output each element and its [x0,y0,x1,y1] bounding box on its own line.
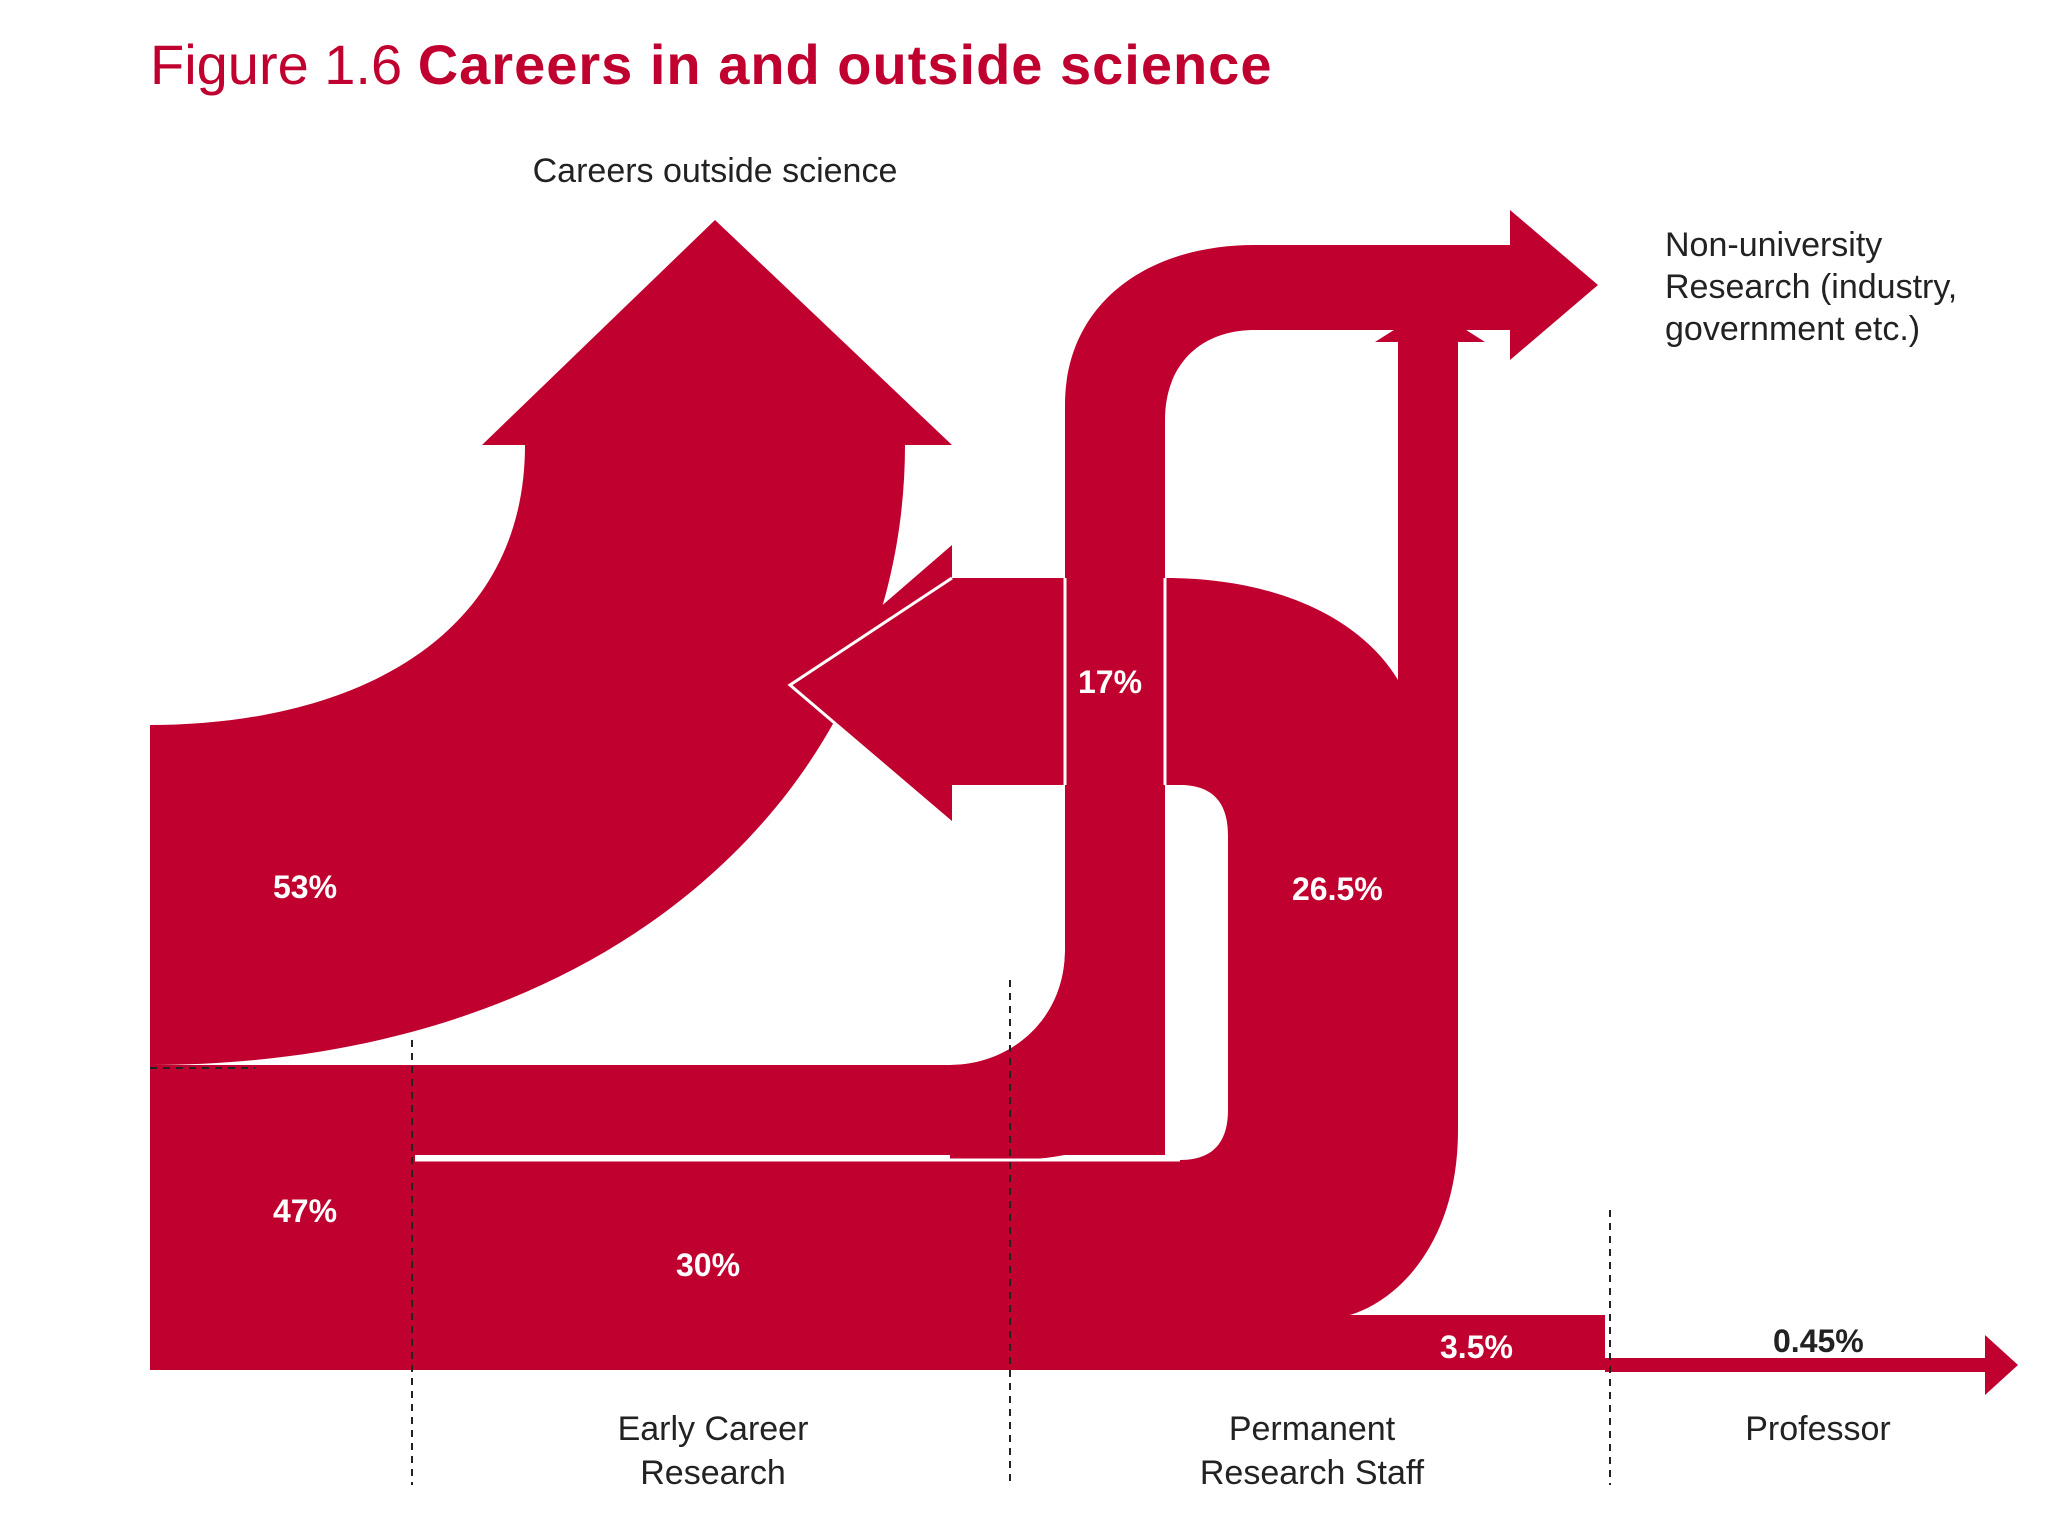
flow-non-university [950,210,1598,1160]
label-non-university-line1: Non-university [1665,226,1882,264]
label-careers-outside: Careers outside science [533,152,898,190]
pct-professor: 0.45% [1773,1323,1864,1359]
figure-number: Figure 1.6 [150,33,403,96]
pct-outside-from-start: 53% [273,869,337,905]
pct-to-professor-stage: 3.5% [1440,1329,1513,1365]
figure-title-text: Careers in and outside science [417,33,1273,96]
stage-permanent-line2: Research Staff [1200,1454,1425,1492]
separator-return-left [787,576,953,825]
flow-outside-science [150,220,952,1065]
figure-title: Figure 1.6 Careers in and outside scienc… [150,32,1272,97]
flow-return-arrow [790,545,1065,823]
flow-base-band [150,1155,1605,1370]
flow-professor-arrow [1605,1335,2018,1395]
pct-to-non-university: 17% [1078,664,1142,700]
flow-permanent-staff [415,307,1485,1315]
stage-early-career-line1: Early Career [618,1410,809,1448]
flow-continue-band [150,870,1165,1155]
pct-to-permanent-staff: 30% [676,1247,740,1283]
label-non-university-line3: government etc.) [1665,310,1920,348]
stage-permanent-line1: Permanent [1229,1410,1396,1448]
label-non-university-line2: Research (industry, [1665,268,1957,306]
stage-professor: Professor [1745,1410,1891,1448]
stage-early-career-line2: Research [640,1454,786,1492]
pct-from-permanent-staff: 26.5% [1292,871,1383,907]
pct-continue-from-start: 47% [273,1193,337,1229]
